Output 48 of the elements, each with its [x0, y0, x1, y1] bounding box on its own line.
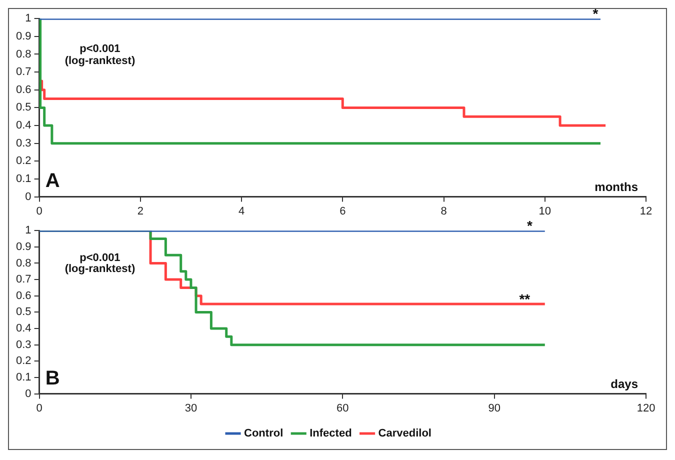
y-tick-label: 0.1	[16, 173, 32, 186]
y-tick-label: 0.1	[16, 372, 32, 384]
x-axis-title: days	[610, 377, 638, 392]
x-tick-label: 120	[636, 402, 656, 414]
y-tick-label: 0.5	[16, 306, 32, 318]
annotation: A	[45, 170, 60, 192]
x-tick-label: 6	[340, 205, 346, 218]
x-tick-label: 90	[488, 402, 500, 414]
annotation: B	[45, 367, 60, 390]
y-tick-label: 0.5	[16, 102, 32, 114]
x-tick-label: 12	[640, 205, 652, 218]
y-tick-label: 0.3	[16, 338, 32, 351]
x-tick-label: 10	[538, 205, 552, 218]
x-tick-label: 8	[440, 205, 447, 218]
y-tick-label: 0.2	[16, 155, 32, 168]
x-tick-label: 60	[336, 402, 349, 414]
y-tick-label: 0.7	[16, 274, 32, 286]
annotation: (log-ranktest)	[64, 55, 136, 68]
y-tick-label: 0.6	[16, 84, 32, 96]
legend-label: Control	[244, 428, 284, 440]
y-tick-label: 0	[25, 190, 32, 203]
annotation: *	[592, 5, 599, 22]
y-tick-label: 0.9	[16, 240, 32, 253]
x-axis-title: months	[594, 180, 638, 194]
x-tick-label: 4	[238, 205, 245, 218]
y-tick-label: 0.2	[16, 355, 32, 368]
annotation: p<0.001	[80, 42, 120, 55]
y-tick-label: 0.3	[16, 137, 32, 150]
x-tick-label: 0	[36, 205, 42, 218]
y-tick-label: 0.6	[16, 290, 32, 302]
x-tick-label: 2	[137, 205, 144, 218]
y-tick-label: 0.9	[16, 30, 32, 42]
y-tick-label: 1	[25, 12, 32, 25]
y-tick-label: 0.7	[16, 66, 32, 78]
annotation: (log-ranktest)	[64, 263, 136, 276]
x-tick-label: 0	[36, 402, 42, 414]
legend-label: Carvedilol	[378, 428, 432, 440]
y-tick-label: 1	[25, 224, 32, 237]
annotation: p<0.001	[80, 252, 120, 264]
y-tick-label: 0.4	[16, 120, 32, 132]
x-tick-label: 30	[184, 402, 198, 414]
y-tick-label: 0.8	[16, 48, 32, 60]
annotation: *	[526, 217, 533, 234]
y-tick-label: 0.8	[16, 257, 32, 270]
y-tick-label: 0	[25, 388, 32, 400]
annotation: **	[519, 290, 531, 307]
legend-label: Infected	[310, 428, 352, 440]
y-tick-label: 0.4	[16, 322, 32, 335]
